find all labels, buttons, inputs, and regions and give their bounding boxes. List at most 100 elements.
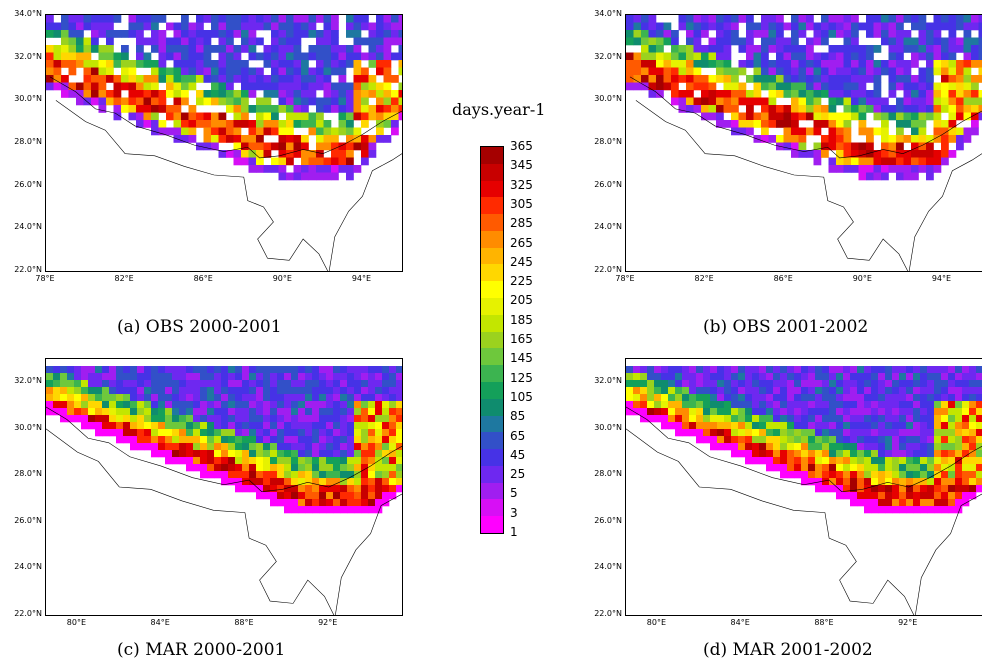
map-cell xyxy=(396,373,402,381)
map-cell xyxy=(383,15,392,23)
map-cell xyxy=(948,408,956,416)
map-cell xyxy=(656,52,664,61)
map-cell xyxy=(913,464,921,472)
map-cell xyxy=(305,506,313,514)
map-cell xyxy=(678,67,687,76)
map-cell xyxy=(906,436,914,444)
map-cell xyxy=(745,429,753,437)
map-cell xyxy=(368,150,377,158)
map-cell xyxy=(316,97,324,106)
map-cell xyxy=(46,408,54,416)
map-cell xyxy=(308,157,317,166)
map-cell xyxy=(962,464,970,472)
map-cell xyxy=(783,135,792,143)
map-cell xyxy=(858,127,867,136)
map-cell xyxy=(948,450,956,458)
map-cell xyxy=(822,436,830,444)
border-line xyxy=(626,428,982,615)
map-cell xyxy=(703,394,711,402)
map-cell xyxy=(193,394,201,402)
map-cell xyxy=(68,60,77,68)
map-cell xyxy=(361,105,369,113)
map-cell xyxy=(920,499,928,507)
map-cell xyxy=(703,422,711,430)
map-cell xyxy=(798,75,807,83)
map-cell xyxy=(316,37,324,46)
map-cell xyxy=(885,499,893,507)
map-cell xyxy=(298,485,306,493)
map-cell xyxy=(836,60,844,68)
map-cell xyxy=(173,60,182,68)
map-cell xyxy=(391,52,399,61)
map-cell xyxy=(151,112,159,121)
map-cell xyxy=(948,120,957,128)
map-cell xyxy=(228,471,236,479)
map-cell xyxy=(193,436,201,444)
map-cell xyxy=(648,52,657,61)
map-cell xyxy=(286,52,294,61)
map-cell xyxy=(383,112,392,121)
map-cell xyxy=(116,380,124,388)
map-a xyxy=(45,14,403,272)
map-cell xyxy=(971,120,979,128)
map-cell xyxy=(836,380,844,388)
map-cell xyxy=(871,380,879,388)
map-cell xyxy=(780,464,788,472)
map-cell xyxy=(333,408,341,416)
map-cell xyxy=(361,15,369,23)
map-cell xyxy=(214,401,222,409)
map-cell xyxy=(98,97,107,106)
map-cell xyxy=(109,401,117,409)
map-cell xyxy=(211,15,219,23)
map-cell xyxy=(828,60,837,68)
map-cell xyxy=(158,90,167,98)
map-cell xyxy=(791,45,799,53)
map-cell xyxy=(738,90,747,98)
map-cell xyxy=(228,443,236,451)
map-cell xyxy=(828,135,837,143)
map-cell xyxy=(249,380,257,388)
map-cell xyxy=(716,60,724,68)
map-cell xyxy=(815,457,823,465)
map-cell xyxy=(843,75,852,83)
map-cell xyxy=(969,387,977,395)
map-cell xyxy=(256,366,264,374)
map-cell xyxy=(74,394,82,402)
map-cell xyxy=(165,450,173,458)
map-cell xyxy=(701,105,709,113)
map-cell xyxy=(53,75,62,83)
border-line xyxy=(55,100,402,271)
map-cell xyxy=(347,492,355,500)
map-cell xyxy=(333,443,341,451)
map-cell xyxy=(256,443,264,451)
map-cell xyxy=(158,52,167,61)
map-cell xyxy=(248,90,257,98)
map-cell xyxy=(376,22,384,31)
map-cell xyxy=(896,75,904,83)
map-cell xyxy=(948,150,957,158)
map-cell xyxy=(312,436,320,444)
map-cell xyxy=(74,387,82,395)
map-cell xyxy=(933,60,942,68)
map-cell xyxy=(761,127,769,136)
map-cell xyxy=(933,112,942,121)
map-cell xyxy=(165,366,173,374)
map-cell xyxy=(98,75,107,83)
map-cell xyxy=(233,150,242,158)
map-cell xyxy=(383,67,392,76)
map-cell xyxy=(857,373,865,381)
map-cell xyxy=(717,443,725,451)
map-cell xyxy=(878,408,886,416)
map-cell xyxy=(776,22,784,31)
map-cell xyxy=(813,22,822,31)
map-cell xyxy=(822,429,830,437)
map-cell xyxy=(347,429,355,437)
map-cell xyxy=(927,506,935,514)
map-cell xyxy=(899,401,907,409)
map-cell xyxy=(137,380,145,388)
map-cell xyxy=(291,408,299,416)
map-cell xyxy=(188,37,197,46)
map-cell xyxy=(633,387,641,395)
map-cell xyxy=(671,97,679,106)
map-cell xyxy=(723,75,732,83)
